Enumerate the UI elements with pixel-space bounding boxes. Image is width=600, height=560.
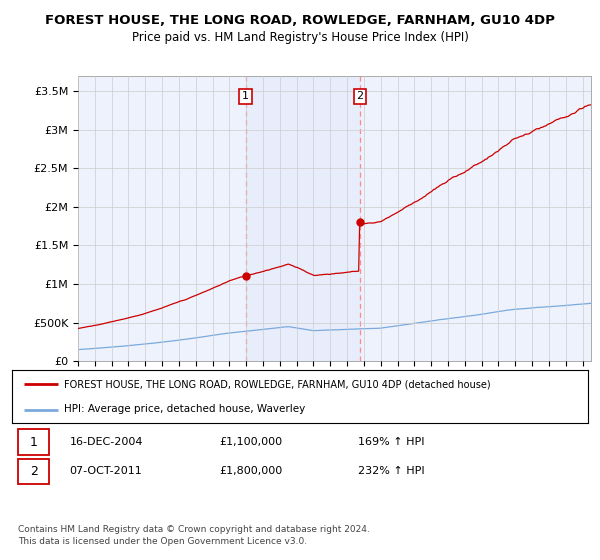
Text: FOREST HOUSE, THE LONG ROAD, ROWLEDGE, FARNHAM, GU10 4DP (detached house): FOREST HOUSE, THE LONG ROAD, ROWLEDGE, F… <box>64 380 490 390</box>
Text: 2: 2 <box>29 465 38 478</box>
Text: Contains HM Land Registry data © Crown copyright and database right 2024.
This d: Contains HM Land Registry data © Crown c… <box>18 525 370 546</box>
Text: 232% ↑ HPI: 232% ↑ HPI <box>358 466 424 477</box>
Text: £1,100,000: £1,100,000 <box>220 437 283 447</box>
Text: 1: 1 <box>29 436 38 449</box>
Text: FOREST HOUSE, THE LONG ROAD, ROWLEDGE, FARNHAM, GU10 4DP: FOREST HOUSE, THE LONG ROAD, ROWLEDGE, F… <box>45 14 555 27</box>
Text: 2: 2 <box>356 91 364 101</box>
FancyBboxPatch shape <box>18 459 49 484</box>
Text: 07-OCT-2011: 07-OCT-2011 <box>70 466 142 477</box>
Text: HPI: Average price, detached house, Waverley: HPI: Average price, detached house, Wave… <box>64 404 305 414</box>
FancyBboxPatch shape <box>18 429 49 455</box>
Text: 16-DEC-2004: 16-DEC-2004 <box>70 437 143 447</box>
Text: Price paid vs. HM Land Registry's House Price Index (HPI): Price paid vs. HM Land Registry's House … <box>131 31 469 44</box>
Bar <box>245 76 360 361</box>
Text: £1,800,000: £1,800,000 <box>220 466 283 477</box>
Text: 1: 1 <box>242 91 249 101</box>
Text: 169% ↑ HPI: 169% ↑ HPI <box>358 437 424 447</box>
